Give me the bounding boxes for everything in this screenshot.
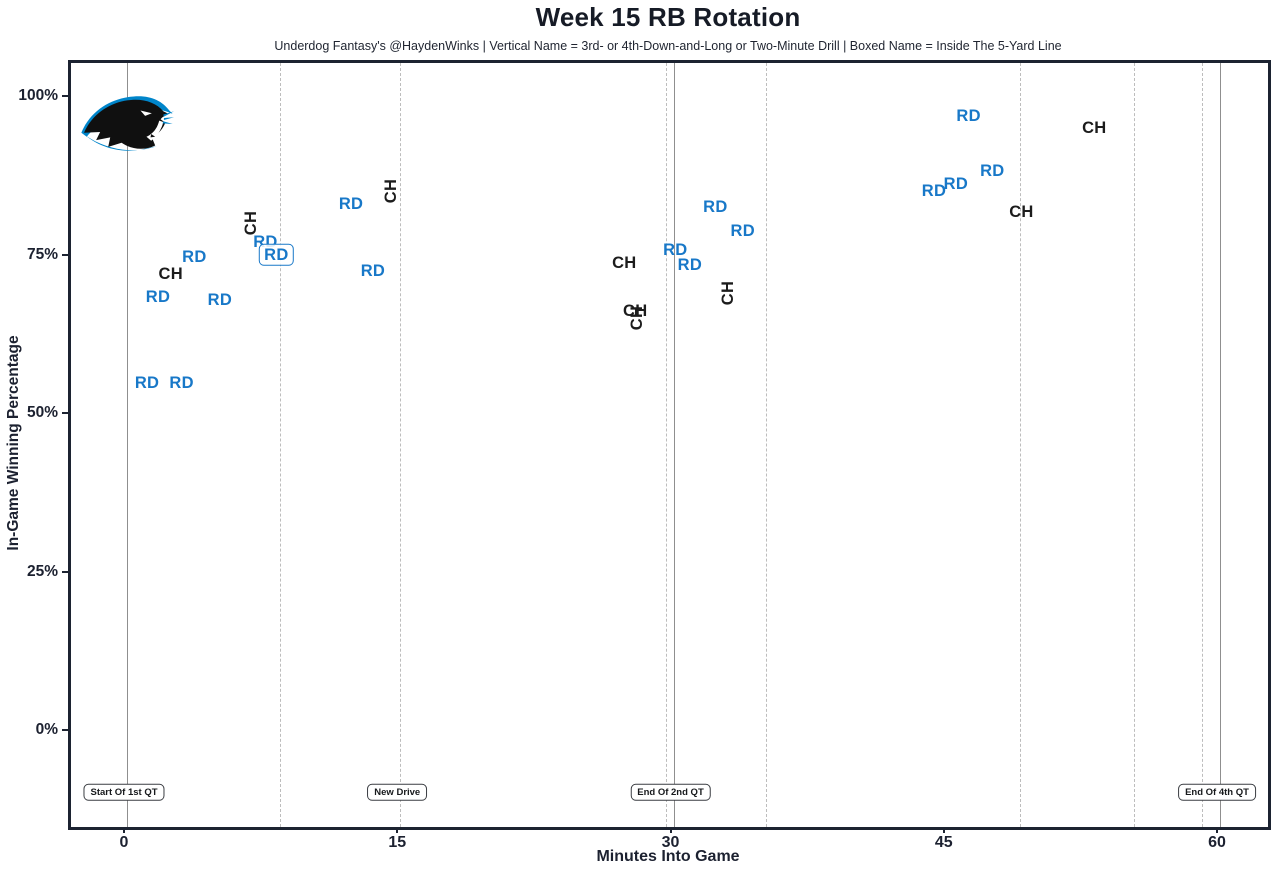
player-point-rd: RD	[182, 247, 207, 266]
new-drive-line	[1019, 63, 1021, 827]
player-point-ch: CH	[241, 211, 260, 236]
quarter-line	[127, 63, 128, 827]
y-tick-label: 100%	[18, 87, 58, 104]
new-drive-line	[666, 63, 668, 827]
quarter-line	[1220, 63, 1221, 827]
player-point-rd: RD	[169, 373, 194, 392]
x-tick-mark	[1216, 827, 1218, 833]
x-tick-label: 15	[388, 834, 407, 851]
player-point-rd: RD	[703, 197, 728, 216]
player-point-rd: RD	[207, 290, 233, 309]
new-drive-line	[280, 63, 282, 827]
player-point-rd: RD	[921, 181, 947, 200]
player-point-ch: CH	[158, 264, 183, 283]
player-point-ch: CH	[1009, 202, 1034, 221]
player-point-rd: RD	[677, 255, 703, 274]
quarter-label: End Of 4th QT	[1178, 783, 1256, 801]
x-tick-label: 30	[661, 834, 680, 851]
player-point-ch: CH	[1082, 118, 1107, 137]
player-point-ch: CH	[612, 253, 637, 272]
player-point-rd: RD	[980, 162, 1005, 181]
x-tick-mark	[669, 827, 672, 833]
carolina-panthers-logo-icon	[81, 96, 174, 151]
y-tick-mark	[62, 570, 68, 573]
player-point-rd: RD	[360, 261, 386, 280]
plot-area: RD RD RD CH RD RD CH RD RD RD CH RD CH CH CH RD RD RD RD CH…	[68, 60, 1271, 830]
x-tick-label: 0	[119, 834, 129, 851]
x-tick-label: 45	[934, 834, 953, 851]
x-tick-label: 60	[1208, 834, 1226, 851]
player-point-rd: RD	[956, 106, 981, 125]
x-tick-mark	[942, 827, 945, 833]
x-tick-mark	[396, 827, 399, 833]
new-drive-line	[1134, 63, 1136, 827]
player-point-rd: RD	[134, 373, 160, 392]
y-tick-label: 25%	[26, 562, 58, 580]
player-point-ch: CH	[718, 280, 737, 306]
new-drive-line	[1201, 63, 1203, 827]
player-point-ch: CH	[627, 305, 646, 330]
x-tick-mark	[123, 827, 125, 833]
player-point-rd: RD	[145, 287, 171, 306]
player-point-ch: CH	[381, 178, 400, 204]
y-tick-label: 50%	[26, 404, 58, 421]
new-drive-line	[400, 63, 402, 827]
new-drive-line	[766, 63, 768, 827]
player-point-rd: RD	[730, 221, 755, 240]
y-tick-mark	[62, 95, 68, 97]
y-tick-mark	[62, 729, 68, 731]
y-axis-title: In-Game Winning Percentage	[5, 335, 22, 551]
chart-subtitle: Underdog Fantasy's @HaydenWinks | Vertic…	[274, 39, 1062, 53]
quarter-label: End Of 2nd QT	[630, 783, 711, 801]
y-tick-label: 0%	[35, 721, 58, 738]
x-axis-title: Minutes Into Game	[596, 848, 740, 865]
y-tick-label: 75%	[26, 245, 58, 263]
y-tick-mark	[62, 412, 68, 414]
new-drive-label: New Drive	[367, 783, 428, 801]
player-point-rd: RD	[943, 174, 969, 193]
player-point-rd: RD	[259, 243, 294, 267]
player-point-rd: RD	[338, 194, 364, 213]
page-title: Week 15 RB Rotation	[535, 2, 801, 32]
quarter-line	[673, 63, 675, 827]
player-point-rd: RD	[663, 240, 688, 259]
player-point-ch: CH	[623, 301, 648, 320]
quarter-label: Start Of 1st QT	[83, 783, 165, 801]
y-tick-mark	[62, 253, 68, 256]
